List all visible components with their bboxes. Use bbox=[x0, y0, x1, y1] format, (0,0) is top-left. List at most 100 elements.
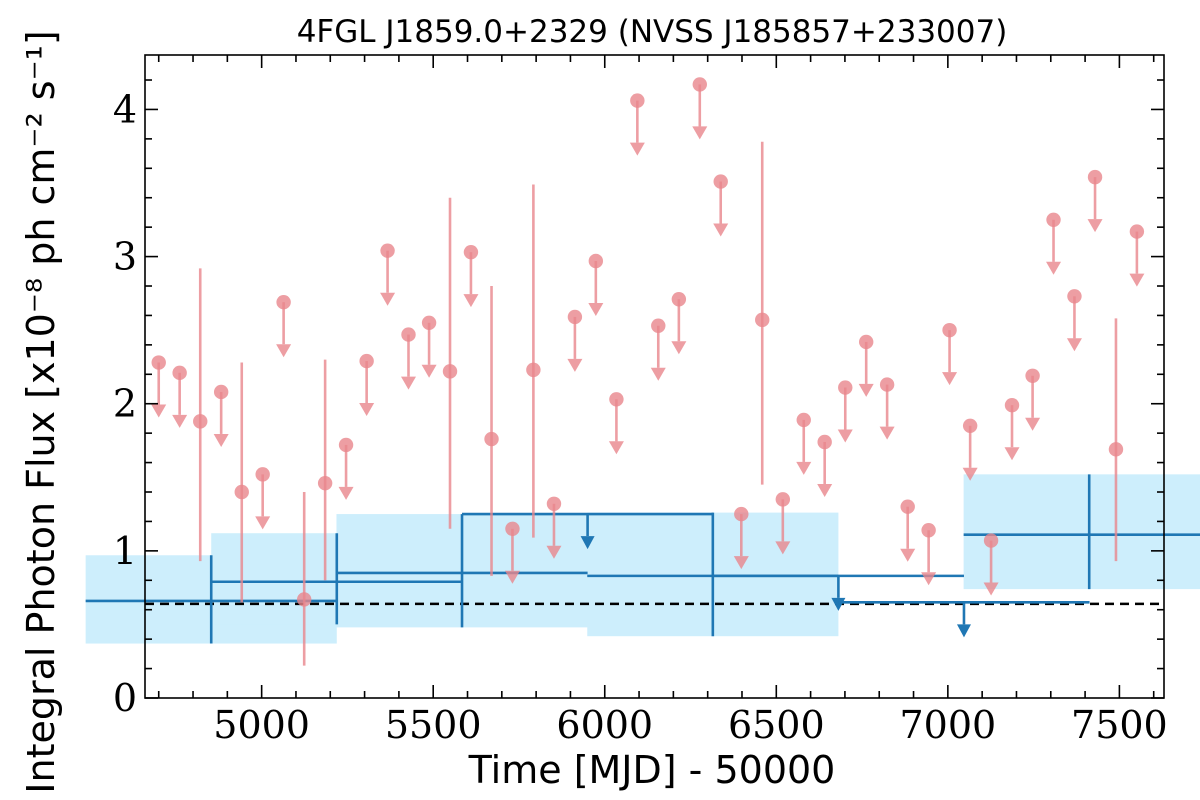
short-bin-point bbox=[296, 592, 312, 607]
plot-area bbox=[85, 54, 1200, 699]
short-bin-point bbox=[796, 412, 811, 428]
short-bin-limit-arrow bbox=[837, 429, 853, 443]
short-bin-limit-arrow bbox=[400, 376, 416, 390]
axis-ticks bbox=[145, 55, 1164, 699]
short-bin-point bbox=[1087, 169, 1103, 185]
short-bin-limit-arrow bbox=[921, 572, 937, 586]
short-bin-limit-arrow bbox=[1087, 219, 1103, 233]
short-bin-limit-arrow bbox=[1066, 338, 1082, 352]
short-bin-limit-arrow bbox=[983, 582, 999, 596]
short-bin-limit-arrow bbox=[504, 570, 520, 584]
short-bin-limit-arrow bbox=[151, 404, 167, 418]
tick-labels: 5000 5500 6000 6500 7000 7500 0 1 2 3 4 bbox=[113, 87, 1168, 747]
short-bin-point bbox=[1004, 397, 1020, 413]
short-bin-series bbox=[151, 77, 1145, 666]
y-tick-label: 4 bbox=[113, 87, 137, 131]
x-tick-label: 6000 bbox=[556, 703, 653, 747]
short-bin-limit-arrow bbox=[650, 367, 666, 381]
short-bin-limit-arrow bbox=[962, 467, 978, 481]
short-bin-limit-arrow bbox=[817, 483, 833, 497]
short-bin-limit-arrow bbox=[276, 344, 292, 358]
short-bin-point bbox=[1067, 289, 1082, 304]
x-tick-label: 7500 bbox=[1071, 703, 1168, 747]
short-bin-limit-arrow bbox=[608, 441, 624, 455]
short-bin-limit-arrow bbox=[588, 302, 604, 316]
short-bin-point bbox=[692, 77, 707, 92]
short-bin-point bbox=[338, 437, 354, 453]
x-tick-label: 5500 bbox=[385, 703, 482, 747]
short-bin-point bbox=[609, 392, 624, 407]
short-bin-point bbox=[1108, 442, 1124, 457]
short-bin-limit-arrow bbox=[380, 292, 396, 306]
short-bin-point bbox=[734, 506, 749, 522]
x-tick-label: 5000 bbox=[213, 703, 310, 747]
y-tick-label: 0 bbox=[113, 676, 137, 720]
short-bin-point bbox=[858, 334, 874, 350]
short-bin-point bbox=[401, 327, 416, 342]
short-bin-point bbox=[630, 93, 645, 108]
short-bin-point bbox=[484, 431, 499, 447]
short-bin-limit-arrow bbox=[629, 142, 645, 156]
short-bin-limit-arrow bbox=[900, 548, 916, 562]
short-bin-point bbox=[962, 418, 978, 433]
short-bin-point bbox=[879, 377, 895, 392]
short-bin-limit-arrow bbox=[172, 414, 188, 428]
short-bin-point bbox=[838, 380, 853, 395]
short-bin-point bbox=[442, 364, 458, 379]
short-bin-limit-arrow bbox=[255, 516, 271, 530]
y-tick-label: 1 bbox=[113, 529, 137, 573]
short-bin-limit-arrow bbox=[775, 541, 791, 555]
short-bin-point bbox=[567, 309, 583, 325]
short-bin-limit-arrow bbox=[713, 223, 729, 237]
short-bin-limit-arrow bbox=[421, 364, 437, 378]
short-bin-point bbox=[1025, 368, 1040, 383]
short-bin-point bbox=[1129, 224, 1145, 239]
short-bin-point bbox=[942, 322, 957, 338]
short-bin-point bbox=[317, 475, 333, 491]
short-bin-limit-arrow bbox=[1046, 261, 1062, 275]
short-bin-limit-arrow bbox=[942, 372, 958, 386]
short-bin-limit-arrow bbox=[858, 383, 874, 397]
short-bin-point bbox=[380, 243, 395, 258]
short-bin-point bbox=[983, 533, 999, 548]
short-bin-point bbox=[900, 499, 915, 514]
y-tick-label: 3 bbox=[113, 235, 137, 279]
short-bin-point bbox=[1046, 212, 1061, 227]
short-bin-point bbox=[921, 523, 936, 538]
plot-frame bbox=[144, 54, 1165, 699]
chart-title: 4FGL J1859.0+2329 (NVSS J185857+233007) bbox=[297, 14, 1008, 50]
short-bin-point bbox=[713, 174, 728, 189]
short-bin-limit-arrow bbox=[692, 126, 708, 140]
long-bin-band bbox=[963, 474, 1200, 590]
x-tick-label: 6500 bbox=[728, 703, 825, 747]
short-bin-limit-arrow bbox=[879, 426, 895, 440]
short-bin-point bbox=[213, 384, 229, 400]
y-axis-label: Integral Photon Flux [x10⁻⁸ ph cm⁻² s⁻¹] bbox=[19, 30, 63, 793]
x-axis-label: Time [MJD] - 50000 bbox=[468, 748, 836, 792]
short-bin-point bbox=[463, 244, 479, 260]
short-bin-point bbox=[651, 318, 666, 333]
y-tick-label: 2 bbox=[113, 382, 137, 426]
short-bin-point bbox=[546, 496, 562, 511]
short-bin-point bbox=[526, 362, 541, 378]
long-bin-limit-arrow bbox=[580, 536, 595, 550]
short-bin-point bbox=[755, 312, 770, 328]
short-bin-point bbox=[151, 355, 166, 370]
short-bin-limit-arrow bbox=[213, 433, 229, 447]
short-bin-point bbox=[359, 353, 374, 369]
short-bin-point bbox=[671, 292, 687, 307]
short-bin-point bbox=[276, 294, 291, 310]
short-bin-limit-arrow bbox=[546, 545, 562, 559]
long-bin-limit-arrow bbox=[956, 624, 971, 638]
short-bin-limit-arrow bbox=[1129, 273, 1145, 287]
short-bin-point bbox=[421, 315, 437, 330]
short-bin-limit-arrow bbox=[338, 486, 354, 500]
short-bin-limit-arrow bbox=[1004, 447, 1020, 461]
short-bin-point bbox=[588, 253, 604, 269]
short-bin-point bbox=[193, 414, 208, 429]
short-bin-limit-arrow bbox=[1025, 417, 1041, 431]
short-bin-limit-arrow bbox=[796, 461, 812, 475]
short-bin-limit-arrow bbox=[463, 294, 479, 308]
short-bin-point bbox=[234, 484, 249, 500]
